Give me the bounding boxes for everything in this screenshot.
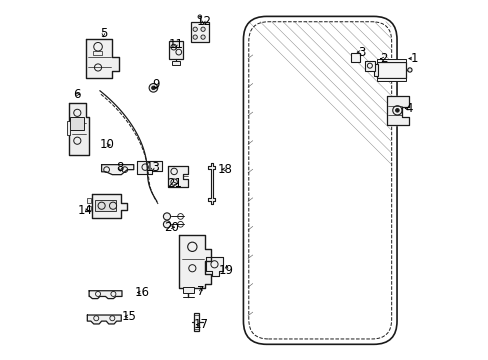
Bar	[190, 22, 208, 42]
Bar	[183, 287, 193, 293]
Bar	[67, 121, 70, 135]
Circle shape	[151, 86, 155, 90]
Circle shape	[395, 109, 398, 112]
Circle shape	[163, 221, 170, 228]
Circle shape	[193, 35, 197, 39]
Text: 4: 4	[404, 102, 412, 115]
Text: 5: 5	[100, 27, 107, 40]
Text: 1: 1	[409, 52, 417, 65]
Text: 8: 8	[116, 161, 123, 174]
Circle shape	[149, 84, 157, 92]
Bar	[87, 198, 91, 203]
Bar	[93, 51, 102, 55]
Text: 19: 19	[219, 264, 234, 276]
Bar	[172, 62, 180, 65]
Bar	[365, 61, 374, 71]
Polygon shape	[91, 194, 126, 217]
Circle shape	[201, 27, 205, 31]
Circle shape	[407, 68, 411, 72]
Text: 17: 17	[193, 318, 208, 331]
Polygon shape	[137, 161, 162, 174]
Text: 14: 14	[78, 204, 93, 217]
Text: 3: 3	[357, 46, 365, 59]
Text: 18: 18	[217, 163, 232, 176]
Bar	[87, 206, 91, 210]
Text: 16: 16	[134, 286, 149, 299]
Bar	[194, 315, 198, 329]
Bar	[95, 201, 116, 211]
Text: 15: 15	[122, 310, 137, 323]
Circle shape	[193, 27, 197, 31]
Text: 11: 11	[168, 39, 183, 51]
Bar	[376, 78, 405, 81]
Bar	[376, 62, 405, 78]
Text: 12: 12	[196, 14, 211, 27]
Text: 20: 20	[163, 221, 178, 234]
Polygon shape	[179, 235, 210, 288]
Text: 2: 2	[379, 52, 387, 65]
Bar	[70, 117, 84, 130]
Text: 6: 6	[73, 88, 80, 101]
Polygon shape	[207, 163, 215, 204]
Polygon shape	[85, 39, 119, 78]
Circle shape	[163, 213, 170, 220]
Text: 21: 21	[166, 177, 181, 190]
Polygon shape	[89, 291, 122, 298]
Polygon shape	[102, 165, 134, 175]
Bar	[169, 41, 183, 59]
Text: 7: 7	[197, 285, 204, 298]
Bar	[376, 59, 405, 62]
Polygon shape	[87, 315, 121, 324]
Text: 9: 9	[152, 78, 160, 91]
Bar	[193, 312, 199, 331]
Polygon shape	[386, 96, 408, 125]
Bar	[350, 53, 359, 62]
Polygon shape	[69, 103, 89, 155]
Text: 10: 10	[100, 139, 114, 152]
Polygon shape	[167, 166, 188, 187]
Text: 13: 13	[145, 161, 160, 174]
Polygon shape	[205, 257, 223, 276]
Circle shape	[201, 35, 205, 39]
Bar	[373, 64, 377, 76]
